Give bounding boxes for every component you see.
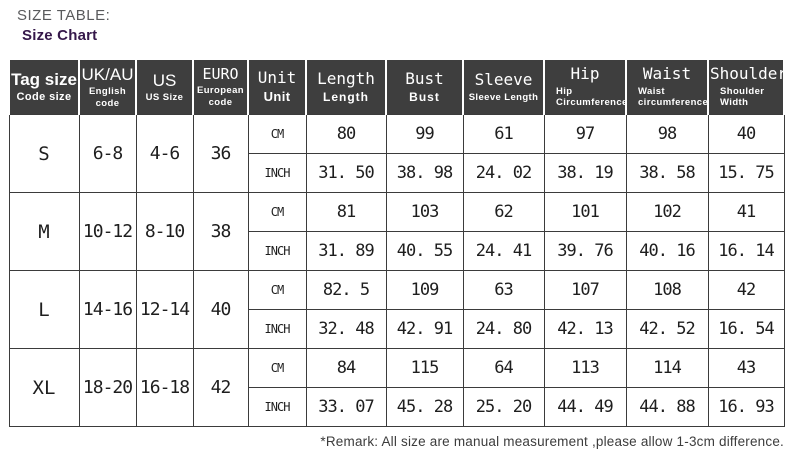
size-chart-table: Tag size Code size UK/AU English code US US… xyxy=(8,58,787,427)
length-value: 82. 5 xyxy=(305,270,387,310)
sleeve-value: 61 xyxy=(462,114,545,154)
waist-value: 108 xyxy=(625,270,709,310)
sleeve-value: 24. 41 xyxy=(462,231,545,271)
header-uk-au: UK/AU English code xyxy=(78,58,137,115)
hip-value: 42. 13 xyxy=(543,309,627,349)
unit-cell: CM xyxy=(247,270,307,310)
euro-cell: 38 xyxy=(192,192,249,271)
hip-value: 97 xyxy=(543,114,627,154)
header-shoulder: Shoulder Shoulder Width xyxy=(707,58,787,115)
uk-au-cell: 6-8 xyxy=(78,114,137,193)
tag-size-cell: S xyxy=(8,114,80,193)
shoulder-value: 16. 54 xyxy=(707,309,785,349)
us-cell: 16-18 xyxy=(135,348,194,427)
bust-value: 40. 55 xyxy=(385,231,464,271)
us-cell: 12-14 xyxy=(135,270,194,349)
shoulder-value: 43 xyxy=(707,348,785,388)
page-subtitle: Size Chart xyxy=(22,27,98,44)
header-us: US US Size xyxy=(135,58,194,115)
tag-size-cell: L xyxy=(8,270,80,349)
shoulder-value: 41 xyxy=(707,192,785,232)
table-row-l-inch: INCH 32. 48 42. 91 24. 80 42. 13 42. 52 … xyxy=(9,309,785,349)
waist-value: 38. 58 xyxy=(625,153,709,193)
unit-cell: INCH xyxy=(247,231,307,271)
header-sleeve: Sleeve Sleeve Length xyxy=(462,58,545,115)
hip-value: 101 xyxy=(543,192,627,232)
uk-au-cell: 10-12 xyxy=(78,192,137,271)
table-row-m-inch: INCH 31. 89 40. 55 24. 41 39. 76 40. 16 … xyxy=(9,231,785,271)
sleeve-value: 24. 02 xyxy=(462,153,545,193)
header-hip: Hip Hip Circumference xyxy=(543,58,627,115)
length-value: 31. 89 xyxy=(305,231,387,271)
unit-cell: INCH xyxy=(247,153,307,193)
shoulder-value: 16. 14 xyxy=(707,231,785,271)
length-value: 80 xyxy=(305,114,387,154)
title-block: SIZE TABLE: Size Chart xyxy=(17,7,110,44)
length-value: 81 xyxy=(305,192,387,232)
euro-cell: 40 xyxy=(192,270,249,349)
table-row-xl-inch: INCH 33. 07 45. 28 25. 20 44. 49 44. 88 … xyxy=(9,387,785,427)
shoulder-value: 42 xyxy=(707,270,785,310)
length-value: 33. 07 xyxy=(305,387,387,427)
header-tag-size: Tag size Code size xyxy=(8,58,80,115)
euro-cell: 42 xyxy=(192,348,249,427)
shoulder-value: 16. 93 xyxy=(707,387,785,427)
table-row-xl-cm: XL 18-20 16-18 42 CM 84 115 64 113 114 4… xyxy=(8,348,785,427)
bust-value: 109 xyxy=(385,270,464,310)
waist-value: 102 xyxy=(625,192,709,232)
remark-text: *Remark: All size are manual measurement… xyxy=(320,434,784,449)
sleeve-value: 24. 80 xyxy=(462,309,545,349)
uk-au-cell: 14-16 xyxy=(78,270,137,349)
table-row-l-cm: L 14-16 12-14 40 CM 82. 5 109 63 107 108… xyxy=(8,270,785,349)
table-row-m-cm: M 10-12 8-10 38 CM 81 103 62 101 102 41 xyxy=(8,192,785,271)
hip-value: 38. 19 xyxy=(543,153,627,193)
table-row-s-cm: S 6-8 4-6 36 CM 80 99 61 97 98 40 xyxy=(8,114,785,193)
hip-value: 107 xyxy=(543,270,627,310)
waist-value: 42. 52 xyxy=(625,309,709,349)
length-value: 84 xyxy=(305,348,387,388)
header-bust: Bust Bust xyxy=(385,58,464,115)
shoulder-value: 40 xyxy=(707,114,785,154)
us-cell: 4-6 xyxy=(135,114,194,193)
waist-value: 98 xyxy=(625,114,709,154)
table-header-row: Tag size Code size UK/AU English code US US… xyxy=(8,58,787,115)
unit-cell: INCH xyxy=(247,309,307,349)
bust-value: 99 xyxy=(385,114,464,154)
tag-size-cell: XL xyxy=(8,348,80,427)
waist-value: 44. 88 xyxy=(625,387,709,427)
length-value: 32. 48 xyxy=(305,309,387,349)
shoulder-value: 15. 75 xyxy=(707,153,785,193)
header-waist: Waist Waist circumference xyxy=(625,58,709,115)
unit-cell: CM xyxy=(247,348,307,388)
bust-value: 45. 28 xyxy=(385,387,464,427)
header-length: Length Length xyxy=(305,58,387,115)
header-euro: EURO European code xyxy=(192,58,249,115)
header-unit: Unit Unit xyxy=(247,58,307,115)
uk-au-cell: 18-20 xyxy=(78,348,137,427)
hip-value: 39. 76 xyxy=(543,231,627,271)
hip-value: 113 xyxy=(543,348,627,388)
bust-value: 42. 91 xyxy=(385,309,464,349)
sleeve-value: 63 xyxy=(462,270,545,310)
table-row-s-inch: INCH 31. 50 38. 98 24. 02 38. 19 38. 58 … xyxy=(9,153,785,193)
bust-value: 38. 98 xyxy=(385,153,464,193)
sleeve-value: 25. 20 xyxy=(462,387,545,427)
length-value: 31. 50 xyxy=(305,153,387,193)
sleeve-value: 62 xyxy=(462,192,545,232)
euro-cell: 36 xyxy=(192,114,249,193)
hip-value: 44. 49 xyxy=(543,387,627,427)
unit-cell: CM xyxy=(247,114,307,154)
bust-value: 115 xyxy=(385,348,464,388)
sleeve-value: 64 xyxy=(462,348,545,388)
page-title: SIZE TABLE: xyxy=(17,7,111,24)
unit-cell: INCH xyxy=(247,387,307,427)
us-cell: 8-10 xyxy=(135,192,194,271)
bust-value: 103 xyxy=(385,192,464,232)
waist-value: 114 xyxy=(625,348,709,388)
unit-cell: CM xyxy=(247,192,307,232)
waist-value: 40. 16 xyxy=(625,231,709,271)
tag-size-cell: M xyxy=(8,192,80,271)
